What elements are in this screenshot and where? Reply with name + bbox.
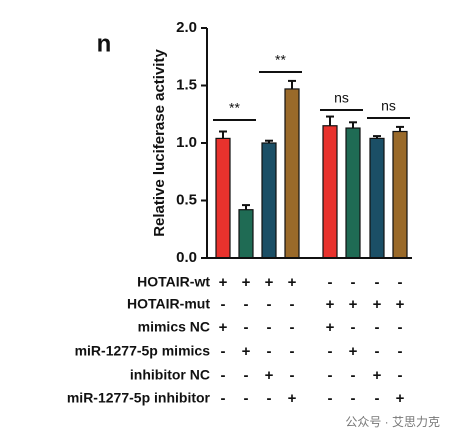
condition-mark: + [326,296,335,313]
condition-mark: - [221,367,226,384]
condition-mark: - [221,390,226,407]
condition-mark: + [396,296,405,313]
condition-mark: - [290,319,295,336]
bar [345,127,361,259]
condition-mark: - [398,343,403,360]
bar [261,142,277,259]
condition-mark: + [242,343,251,360]
condition-label: HOTAIR-mut [127,296,210,312]
y-tick-label: 2.0 [176,19,197,36]
bar [369,137,385,259]
condition-mark: + [349,296,358,313]
condition-mark: - [267,319,272,336]
condition-mark: - [328,274,333,291]
condition-mark: - [375,274,380,291]
condition-mark: + [265,367,274,384]
condition-mark: + [242,274,251,291]
condition-mark: + [219,319,228,336]
y-tick-label: 0.5 [176,191,197,208]
condition-mark: - [244,390,249,407]
bar [322,125,338,259]
significance-label: ns [334,90,349,106]
condition-mark: + [288,390,297,407]
condition-mark: - [221,343,226,360]
condition-label: miR-1277-5p inhibitor [67,390,211,406]
condition-mark: - [267,343,272,360]
condition-mark: - [290,343,295,360]
bar [392,130,408,259]
condition-mark: - [244,296,249,313]
watermark: 公众号 · 艾思力克 [345,415,440,429]
condition-mark: - [351,319,356,336]
condition-mark: + [396,390,405,407]
condition-mark: + [288,274,297,291]
significance-label: ns [381,98,396,114]
bar [238,209,254,259]
bar [215,137,231,259]
y-tick-label: 0.0 [176,249,197,266]
condition-mark: - [351,274,356,291]
significance-label: ** [229,100,240,116]
condition-label: HOTAIR-wt [137,274,210,290]
y-axis-label: Relative luciferase activity [151,49,168,237]
condition-mark: - [290,296,295,313]
condition-mark: + [326,319,335,336]
condition-mark: + [265,274,274,291]
significance-label: ** [275,52,286,68]
condition-mark: + [219,274,228,291]
condition-mark: - [375,343,380,360]
condition-mark: - [398,319,403,336]
condition-mark: - [290,367,295,384]
condition-mark: - [375,319,380,336]
condition-mark: - [328,367,333,384]
condition-mark: - [267,390,272,407]
condition-mark: - [244,367,249,384]
y-tick-label: 1.0 [176,134,197,151]
condition-label: mimics NC [138,319,210,335]
condition-mark: - [328,390,333,407]
condition-label: miR-1277-5p mimics [75,343,211,359]
y-tick-label: 1.5 [176,76,197,93]
condition-mark: + [373,367,382,384]
condition-mark: - [351,367,356,384]
condition-label: inhibitor NC [130,367,210,383]
condition-mark: + [373,296,382,313]
condition-mark: - [398,367,403,384]
condition-mark: - [244,319,249,336]
condition-mark: - [375,390,380,407]
condition-mark: - [267,296,272,313]
condition-mark: - [221,296,226,313]
condition-mark: - [328,343,333,360]
condition-mark: + [349,343,358,360]
bar [284,88,300,259]
condition-mark: - [398,274,403,291]
panel-label: n [97,30,112,57]
condition-mark: - [351,390,356,407]
